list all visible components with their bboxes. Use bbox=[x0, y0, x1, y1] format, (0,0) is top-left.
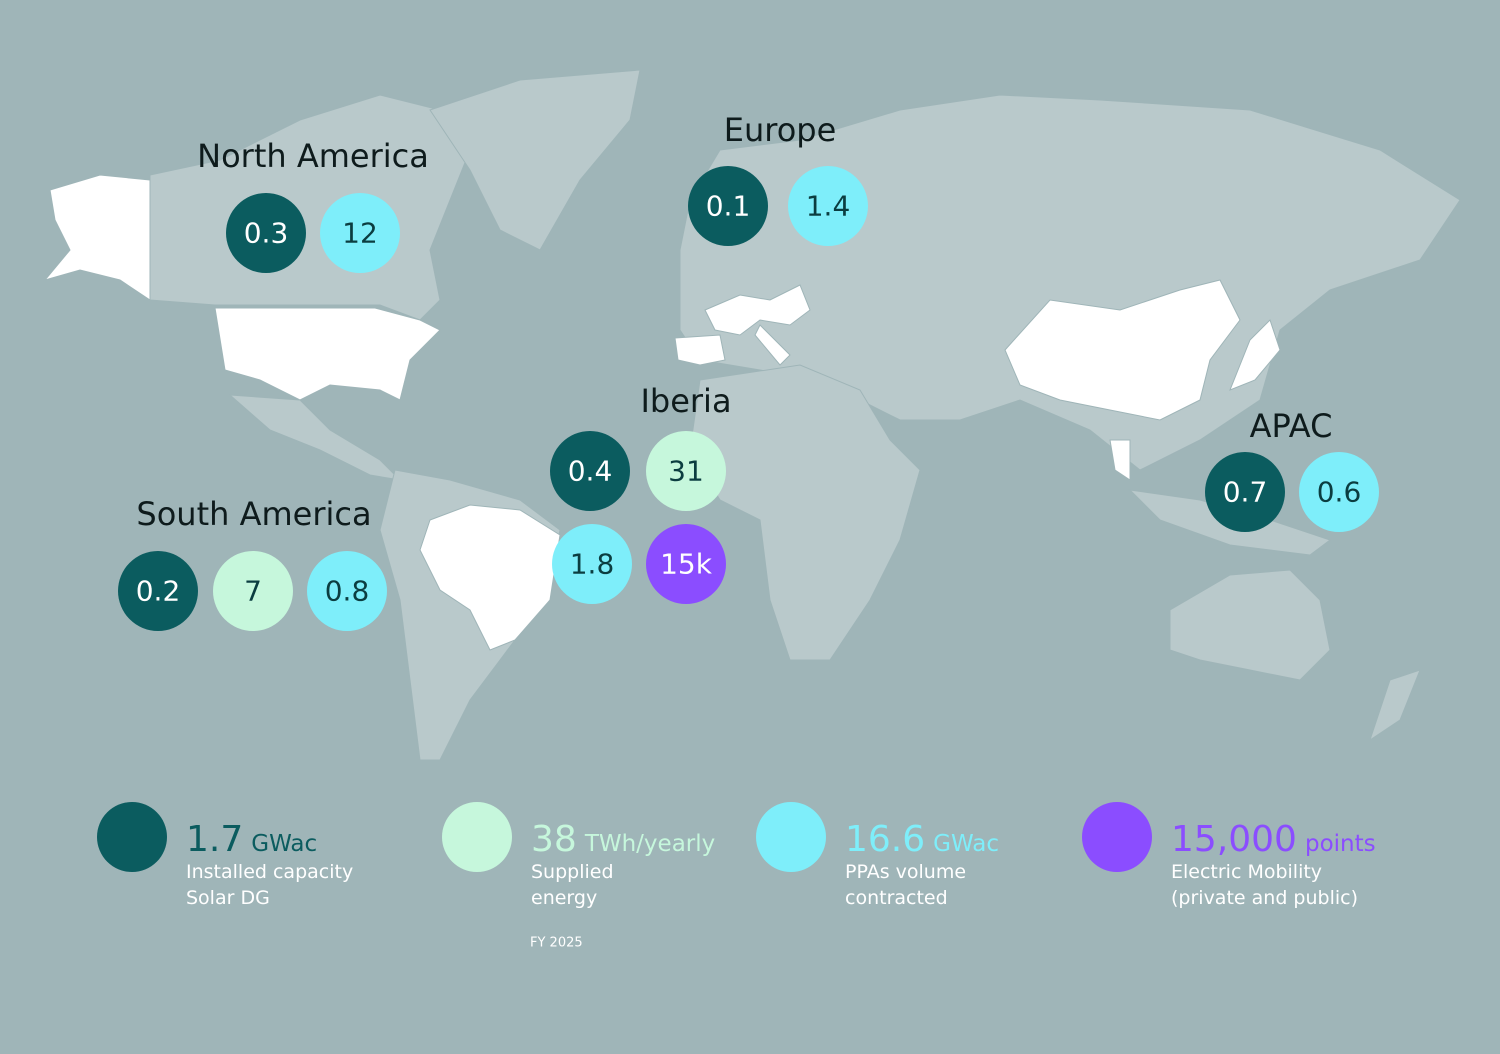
bubble-value: 31 bbox=[668, 455, 704, 488]
bubble bbox=[646, 431, 726, 511]
legend-unit: GWac bbox=[251, 831, 317, 857]
usa bbox=[214, 307, 441, 401]
legend-description: (private and public) bbox=[1171, 887, 1358, 909]
legend-figure: 1.7 GWac bbox=[186, 819, 317, 860]
bubble-value: 15k bbox=[660, 548, 713, 581]
region-title: Europe bbox=[724, 111, 837, 149]
bubble bbox=[226, 193, 306, 273]
legend-figure: 15,000 points bbox=[1171, 819, 1376, 860]
legend-description: Solar DG bbox=[186, 887, 270, 909]
region-title: Iberia bbox=[640, 382, 731, 420]
legend-value: 16.6 bbox=[845, 819, 925, 860]
bubble bbox=[320, 193, 400, 273]
bubble bbox=[788, 166, 868, 246]
bubble bbox=[1299, 452, 1379, 532]
legend-value: 15,000 bbox=[1171, 819, 1297, 860]
bubble-value: 0.4 bbox=[568, 455, 613, 488]
japan bbox=[1229, 319, 1281, 391]
bubble-value: 0.2 bbox=[136, 575, 181, 608]
legend-swatch bbox=[756, 802, 826, 872]
thailand bbox=[1109, 439, 1131, 481]
bubble-value: 7 bbox=[244, 575, 262, 608]
australia bbox=[1169, 569, 1331, 681]
legend-description: contracted bbox=[845, 887, 948, 909]
region-title: South America bbox=[136, 495, 371, 533]
legend-description: Electric Mobility bbox=[1171, 861, 1322, 883]
legend-description: Installed capacity bbox=[186, 861, 353, 883]
bubble bbox=[1205, 452, 1285, 532]
new-zealand bbox=[1369, 669, 1421, 742]
legend-description: Supplied bbox=[531, 861, 614, 883]
bubble bbox=[550, 431, 630, 511]
highlighted-countries bbox=[43, 174, 1281, 651]
bubble-value: 1.8 bbox=[570, 548, 615, 581]
italy bbox=[754, 324, 791, 366]
region-title: APAC bbox=[1250, 407, 1333, 445]
bubble-value: 0.8 bbox=[325, 575, 370, 608]
legend-value: 38 bbox=[531, 819, 577, 860]
bubble bbox=[552, 524, 632, 604]
legend-unit: TWh/yearly bbox=[584, 831, 715, 857]
footer: FY 2025 bbox=[530, 936, 583, 951]
regions: North America 0.3 12 Europe 0.1 1.4 Iberia 0.4 3… bbox=[118, 111, 1379, 631]
bubble-value: 0.6 bbox=[1317, 476, 1362, 509]
legend-value: 1.7 bbox=[186, 819, 243, 860]
china bbox=[1004, 279, 1241, 421]
legend-description: PPAs volume bbox=[845, 861, 966, 883]
bubble bbox=[307, 551, 387, 631]
legend-unit: GWac bbox=[933, 831, 999, 857]
legend-figure: 16.6 GWac bbox=[845, 819, 999, 860]
legend-description: energy bbox=[531, 887, 597, 909]
bubble-value: 0.1 bbox=[706, 190, 751, 223]
legend: 1.7 GWac Installed capacity Solar DG 38 TWh/y… bbox=[97, 802, 1376, 909]
legend-swatch bbox=[1082, 802, 1152, 872]
canada bbox=[149, 94, 471, 321]
legend-swatch bbox=[442, 802, 512, 872]
alaska bbox=[43, 174, 151, 301]
bubble bbox=[213, 551, 293, 631]
iberia-map bbox=[674, 334, 726, 366]
western-europe bbox=[704, 284, 811, 336]
legend-figure: 38 TWh/yearly bbox=[531, 819, 715, 860]
bubble bbox=[688, 166, 768, 246]
legend-unit: points bbox=[1305, 831, 1376, 857]
region-title: North America bbox=[197, 137, 429, 175]
bubble-value: 1.4 bbox=[806, 190, 851, 223]
bubble bbox=[118, 551, 198, 631]
bubble bbox=[646, 524, 726, 604]
brazil bbox=[419, 504, 561, 651]
bubble-value: 0.7 bbox=[1223, 476, 1268, 509]
greenland bbox=[429, 69, 641, 251]
bubble-value: 0.3 bbox=[244, 217, 289, 250]
legend-swatch bbox=[97, 802, 167, 872]
bubble-value: 12 bbox=[342, 217, 378, 250]
africa bbox=[689, 364, 921, 661]
